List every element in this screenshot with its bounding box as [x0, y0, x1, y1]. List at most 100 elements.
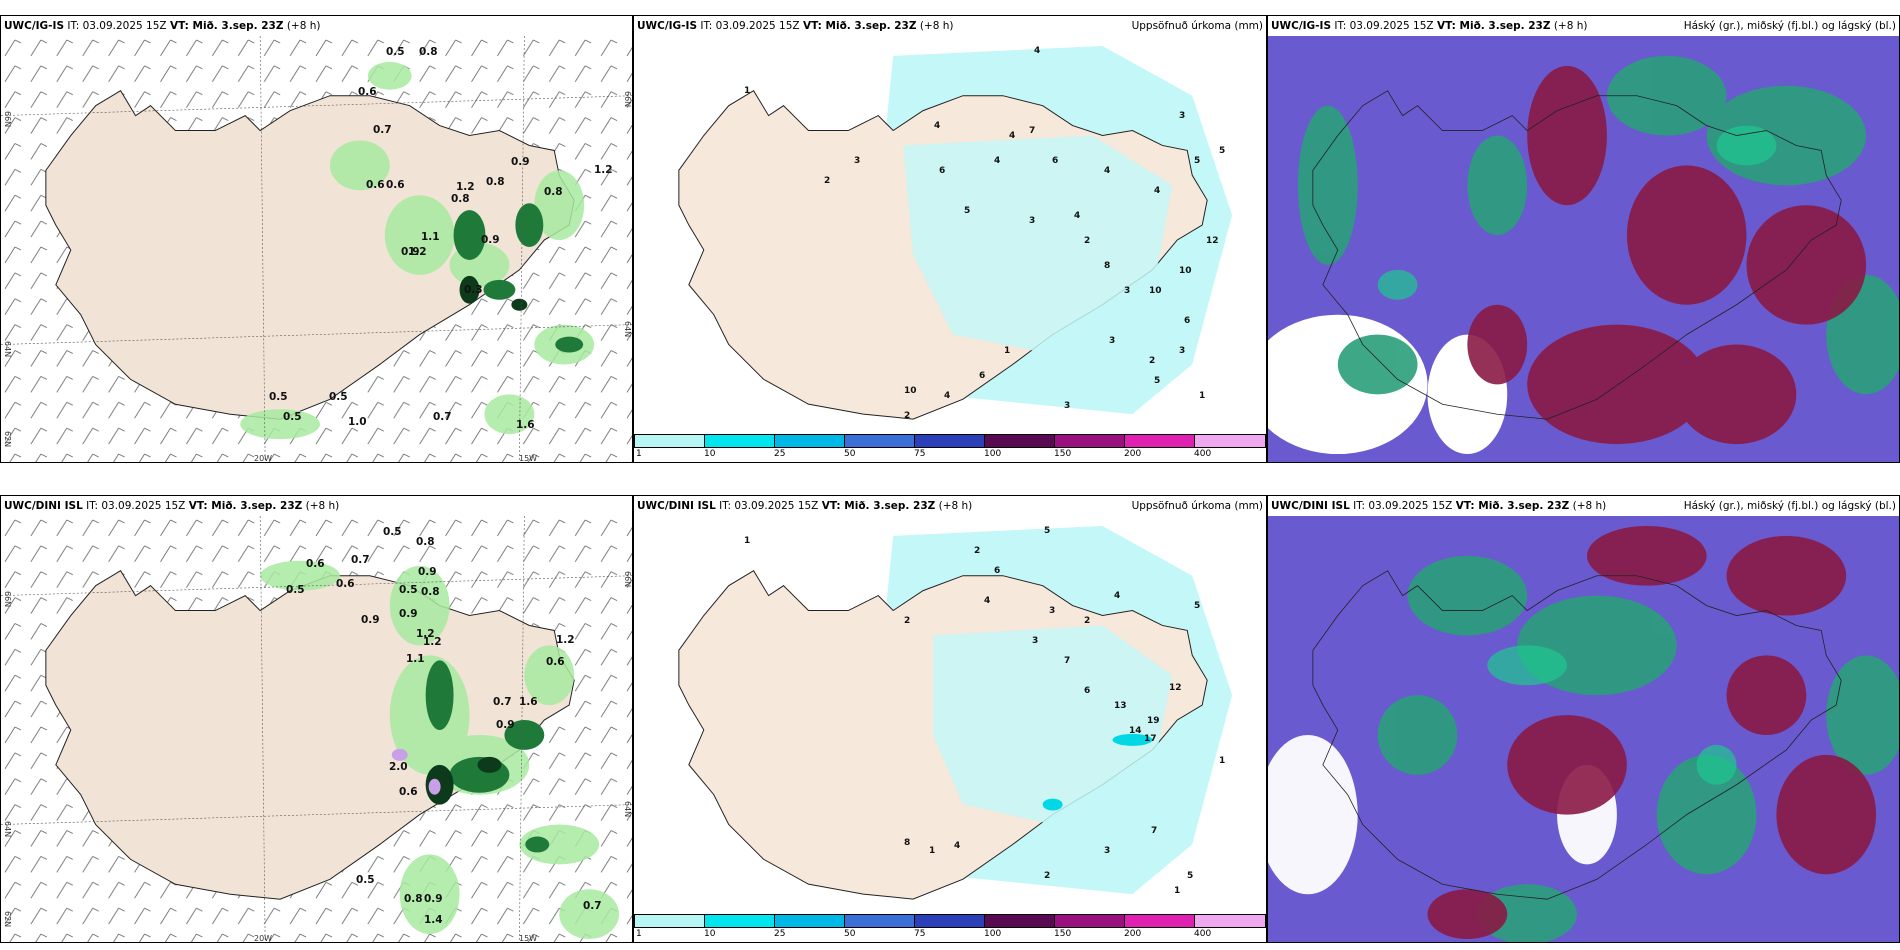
map-accum-precip[interactable]	[634, 36, 1266, 434]
colorbar-label: 100	[984, 929, 1002, 939]
colorbar-label: 200	[1124, 929, 1142, 939]
accum-value: 3	[1032, 636, 1039, 646]
panel-header: UWC/DINI ISL IT: 03.09.2025 15Z VT: Mið.…	[1268, 496, 1899, 516]
precip-value: 0.8	[404, 893, 423, 905]
colorbar-swatch	[774, 914, 845, 928]
accum-value: 3	[1029, 216, 1036, 226]
precip-value: 0.8	[416, 536, 435, 548]
accum-value: 7	[1151, 826, 1158, 836]
colorbar-swatch	[1054, 914, 1125, 928]
accum-value: 4	[1074, 211, 1081, 221]
accum-value: 3	[1124, 286, 1131, 296]
accum-value: 6	[994, 566, 1001, 576]
accum-value: 2	[974, 546, 981, 556]
precip-value: 1.2	[408, 246, 427, 258]
panel-header: UWC/IG-IS IT: 03.09.2025 15Z VT: Mið. 3.…	[634, 16, 1266, 36]
precip-value: 0.8	[486, 176, 505, 188]
precip-value: 0.7	[433, 411, 452, 423]
accum-value: 3	[854, 156, 861, 166]
colorbar-label: 150	[1054, 929, 1072, 939]
accum-value: 1	[1004, 346, 1011, 356]
accum-value: 6	[1052, 156, 1059, 166]
colorbar-swatch	[634, 434, 705, 448]
precip-value: 1.4	[424, 914, 443, 926]
precip-value: 0.5	[386, 46, 405, 58]
accum-value: 2	[904, 616, 911, 626]
precip-value: 0.7	[493, 696, 512, 708]
accum-value: 2	[1149, 356, 1156, 366]
accum-value: 12	[1206, 236, 1219, 246]
colorbar-swatch	[1194, 914, 1266, 928]
lat-label: 64N	[3, 821, 12, 838]
precip-value: 0.7	[351, 554, 370, 566]
precip-value: 0.5	[383, 526, 402, 538]
colorbar-label: 75	[914, 449, 926, 459]
accum-value: 10	[904, 386, 917, 396]
lat-label: 66N	[3, 111, 12, 128]
map-cloud-cover[interactable]	[1268, 516, 1899, 942]
panel-accum-precip-igis: UWC/IG-IS IT: 03.09.2025 15Z VT: Mið. 3.…	[633, 15, 1267, 463]
precip-value: 1.2	[423, 636, 442, 648]
colorbar-swatch	[704, 434, 775, 448]
accum-value: 4	[1009, 131, 1016, 141]
accum-value: 10	[1149, 286, 1162, 296]
accum-value: 3	[1179, 111, 1186, 121]
precip-value: 0.5	[286, 584, 305, 596]
accum-value: 2	[1044, 871, 1051, 881]
precip-value: 0.6	[366, 179, 385, 191]
precip-value: 0.8	[544, 186, 563, 198]
accum-value: 4	[1114, 591, 1121, 601]
precip-value: 0.5	[399, 584, 418, 596]
precip-value: 0.9	[511, 156, 530, 168]
accum-value: 13	[1114, 701, 1127, 711]
precip-value: 0.9	[481, 234, 500, 246]
colorbar: 1 10 25 50 75 100 150 200 400	[634, 914, 1266, 942]
precip-value: 0.9	[361, 614, 380, 626]
accum-value: 8	[904, 838, 911, 848]
colorbar-label: 50	[844, 929, 856, 939]
accum-value: 6	[1084, 686, 1091, 696]
precip-value: 0.5	[356, 874, 375, 886]
map-accum-precip[interactable]	[634, 516, 1266, 914]
accum-value: 3	[1064, 401, 1071, 411]
map-precip-wind[interactable]	[1, 36, 632, 462]
accum-value: 1	[744, 86, 751, 96]
accum-value: 5	[1044, 526, 1051, 536]
accum-value: 8	[1104, 261, 1111, 271]
panel-header: UWC/DINI ISL IT: 03.09.2025 15Z VT: Mið.…	[634, 496, 1266, 516]
colorbar-swatch	[984, 914, 1055, 928]
lon-label: 15W	[519, 454, 538, 463]
accum-value: 4	[1104, 166, 1111, 176]
accum-value: 6	[1184, 316, 1191, 326]
precip-value: 1.2	[456, 181, 475, 193]
colorbar-swatch	[1194, 434, 1266, 448]
colorbar-swatch	[1054, 434, 1125, 448]
panel-precip-wind-dini: UWC/DINI ISL IT: 03.09.2025 15Z VT: Mið.…	[0, 495, 633, 943]
colorbar: 1 10 25 50 75 100 150 200 400	[634, 434, 1266, 462]
panel-header: UWC/IG-IS IT: 03.09.2025 15Z VT: Mið. 3.…	[1, 16, 632, 36]
accum-value: 4	[994, 156, 1001, 166]
accum-value: 4	[984, 596, 991, 606]
precip-value: 1.1	[421, 231, 440, 243]
precip-value: 0.7	[373, 124, 392, 136]
map-cloud-cover[interactable]	[1268, 36, 1899, 462]
precip-value: 1.2	[594, 164, 613, 176]
precip-value: 0.9	[424, 893, 443, 905]
lat-label: 64N	[623, 801, 632, 818]
precip-value: 0.9	[418, 566, 437, 578]
precip-value: 2.0	[389, 761, 408, 773]
accum-value: 5	[1194, 601, 1201, 611]
accum-value: 5	[1219, 146, 1226, 156]
accum-value: 4	[954, 841, 961, 851]
panel-header: UWC/DINI ISL IT: 03.09.2025 15Z VT: Mið.…	[1, 496, 632, 516]
precip-value: 0.5	[283, 411, 302, 423]
lat-label: 66N	[3, 591, 12, 608]
precip-value: 0.6	[546, 656, 565, 668]
map-precip-wind[interactable]	[1, 516, 632, 942]
precip-value: 0.6	[399, 786, 418, 798]
lat-label: 64N	[3, 341, 12, 358]
precip-value: 0.9	[496, 719, 515, 731]
accum-value: 1	[929, 846, 936, 856]
precip-value: 0.8	[451, 193, 470, 205]
accum-value: 19	[1147, 716, 1160, 726]
